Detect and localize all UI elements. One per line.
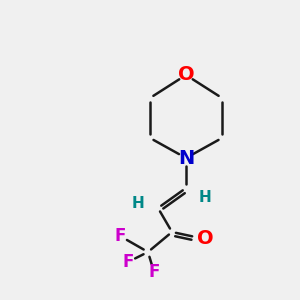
Text: H: H xyxy=(132,196,144,211)
Text: H: H xyxy=(199,190,212,205)
Text: F: F xyxy=(114,227,126,245)
Text: F: F xyxy=(122,253,134,271)
Text: F: F xyxy=(148,263,160,281)
Text: N: N xyxy=(178,148,194,167)
Text: O: O xyxy=(197,229,213,247)
Text: O: O xyxy=(178,65,194,85)
